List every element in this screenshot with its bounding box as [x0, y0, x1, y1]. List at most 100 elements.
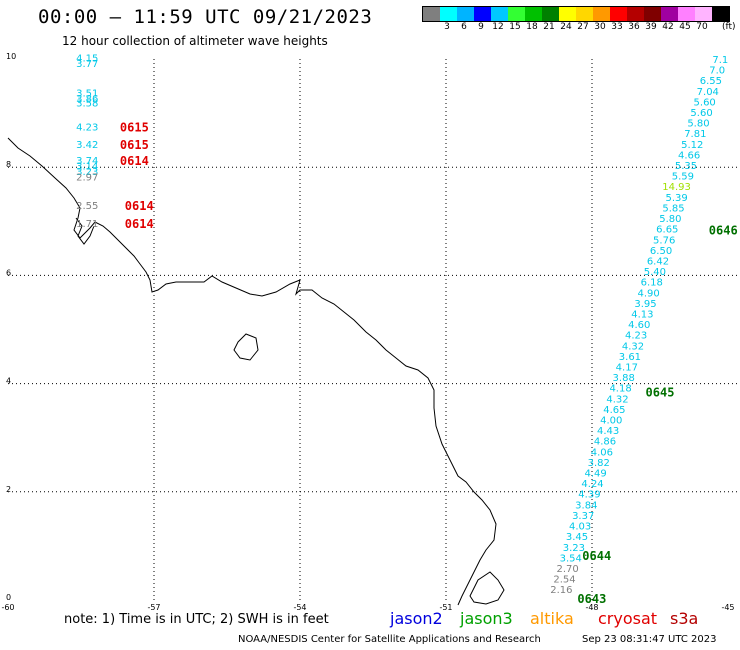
scale-swatch — [644, 7, 661, 21]
wave-height-value: 4.23 — [625, 331, 647, 342]
wave-height-value: 3.14 — [76, 162, 98, 173]
wave-height-value: 4.15 — [76, 53, 98, 64]
wave-height-value: 2.16 — [550, 585, 572, 596]
longitude-tick-label: -57 — [147, 603, 160, 612]
wave-height-value: 4.32 — [622, 341, 644, 352]
axis-tick-labels: -60 -57 -54 -51 -48 -45 0 2 4 6 8 10 — [1, 52, 734, 612]
pass-time-labels: 0615 0615 0614 0614 0614 0646 0645 0644 0643 — [120, 121, 738, 606]
wave-height-value: 4.00 — [600, 416, 622, 427]
scale-swatch — [508, 7, 525, 21]
scale-swatch — [542, 7, 559, 21]
wave-height-value: 5.76 — [653, 235, 675, 246]
scale-tick-label: 24 — [560, 22, 572, 32]
wave-height-value: 5.39 — [666, 193, 688, 204]
wave-height-value: 3.74 — [76, 156, 98, 167]
map-title: 00:00 – 11:59 UTC 09/21/2023 — [38, 6, 373, 28]
wave-height-value: 7.81 — [684, 129, 706, 140]
scale-swatch — [440, 7, 457, 21]
wave-height-value: 5.59 — [672, 172, 694, 183]
wave-height-value: 4.39 — [578, 490, 600, 501]
wave-height-value: 4.23 — [76, 123, 98, 134]
scale-swatch — [491, 7, 508, 21]
scale-swatch — [576, 7, 593, 21]
scale-tick-label: 70 — [696, 22, 708, 32]
wave-height-value: 3.58 — [76, 98, 98, 109]
east-track-values: 7.17.06.557.045.605.605.807.815.124.665.… — [550, 55, 728, 596]
wave-height-value: 3.61 — [619, 352, 641, 363]
wave-height-value: 4.03 — [569, 522, 591, 533]
scale-swatch — [474, 7, 491, 21]
wave-height-value: 4.90 — [637, 288, 659, 299]
wave-height-value: 5.85 — [662, 203, 684, 214]
south-america-coastline — [7, 137, 497, 606]
wave-height-value: 2.55 — [76, 201, 98, 212]
wave-height-value: 3.45 — [566, 532, 588, 543]
wave-height-value: 5.80 — [687, 119, 709, 130]
scale-tick-label: 3 — [444, 22, 450, 32]
wave-height-value: 4.66 — [678, 150, 700, 161]
scale-swatch — [661, 7, 678, 21]
wave-height-value: 4.17 — [616, 363, 638, 374]
wave-height-value: 5.40 — [644, 267, 666, 278]
wave-height-value: 4.13 — [631, 309, 653, 320]
longitude-tick-label: -54 — [293, 603, 306, 612]
wave-height-value: 2.54 — [553, 575, 575, 586]
wave-height-value: 3.88 — [613, 373, 635, 384]
wave-height-value: 6.65 — [656, 225, 678, 236]
wave-height-value: 3.82 — [588, 458, 610, 469]
satellite-legend-altika: altika — [530, 609, 574, 628]
wave-height-value: 14.93 — [662, 182, 691, 193]
graticule-grid — [8, 59, 738, 600]
scale-swatch — [678, 7, 695, 21]
wave-height-color-scale — [422, 6, 730, 22]
wave-height-value: 3.86 — [76, 94, 98, 105]
pass-time-label: 0645 — [646, 386, 675, 400]
latitude-tick-label: 8 — [6, 160, 11, 169]
wave-height-value: 7.0 — [709, 66, 725, 77]
wave-height-value: 5.12 — [681, 140, 703, 151]
scale-swatch — [712, 7, 729, 21]
longitude-tick-label: -45 — [721, 603, 734, 612]
pass-time-label: 0644 — [582, 549, 611, 563]
scale-swatch — [627, 7, 644, 21]
wave-height-value: 3.23 — [76, 167, 98, 178]
scale-tick-label: 6 — [461, 22, 467, 32]
latitude-tick-label: 6 — [6, 268, 11, 277]
wave-height-value: 4.18 — [609, 384, 631, 395]
wave-height-value: 3.51 — [76, 89, 98, 100]
pass-time-label: 0643 — [577, 592, 606, 606]
scale-tick-label: 27 — [577, 22, 589, 32]
satellite-legend-jason2: jason2 — [390, 609, 443, 628]
latitude-tick-label: 4 — [6, 377, 11, 386]
scale-tick-label: 9 — [478, 22, 484, 32]
footer-note: note: 1) Time is in UTC; 2) SWH is in fe… — [64, 612, 329, 627]
scale-tick-label: 12 — [492, 22, 504, 32]
scale-tick-label: 30 — [594, 22, 606, 32]
wave-height-value: 3.84 — [575, 500, 597, 511]
wave-height-value: 3.77 — [76, 59, 98, 70]
pass-time-label: 0646 — [709, 223, 738, 237]
wave-height-value: 3.95 — [634, 299, 656, 310]
wave-height-value: 6.55 — [700, 76, 722, 87]
longitude-tick-label: -48 — [585, 603, 598, 612]
latitude-tick-label: 2 — [6, 485, 11, 494]
satellite-legend-jason3: jason3 — [460, 609, 513, 628]
scale-tick-label: 15 — [509, 22, 521, 32]
wave-height-value: 5.60 — [690, 108, 712, 119]
scale-tick-label: 39 — [645, 22, 657, 32]
satellite-legend-s3a: s3a — [670, 609, 699, 628]
wave-height-value: 4.86 — [594, 437, 616, 448]
scale-tick-label: 42 — [662, 22, 674, 32]
scale-tick-label: 21 — [543, 22, 555, 32]
longitude-tick-label: -51 — [439, 603, 452, 612]
wave-height-value: 4.49 — [585, 469, 607, 480]
longitude-tick-label: -60 — [1, 603, 14, 612]
satellite-legend-cryosat: cryosat — [598, 609, 658, 628]
wave-height-value: 3.42 — [76, 140, 98, 151]
wave-height-value: 7.04 — [697, 87, 719, 98]
latitude-tick-label: 10 — [6, 52, 16, 61]
credit-text: NOAA/NESDIS Center for Satellite Applica… — [238, 634, 541, 645]
map-subtitle: 12 hour collection of altimeter wave hei… — [62, 34, 328, 48]
